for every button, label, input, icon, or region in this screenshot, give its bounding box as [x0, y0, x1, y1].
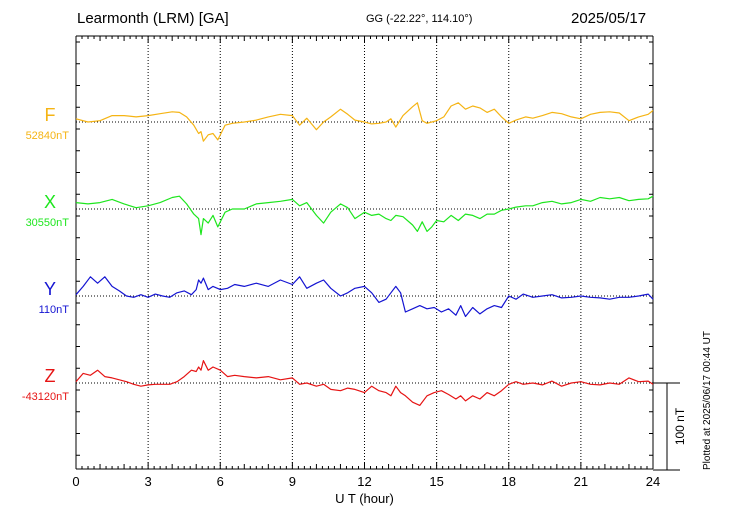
trace-X — [75, 195, 654, 236]
x-tick-label: 21 — [574, 474, 588, 489]
x-tick-label: 3 — [145, 474, 152, 489]
trace-Y — [75, 276, 654, 318]
component-Z-baseline: -43120nT — [22, 391, 69, 403]
x-tick-label: 24 — [646, 474, 660, 489]
trace-Z — [75, 360, 654, 406]
component-X-label: X — [44, 192, 56, 212]
x-tick-label: 18 — [502, 474, 516, 489]
component-F-baseline: 52840nT — [26, 130, 70, 142]
component-F-label: F — [45, 105, 56, 125]
traces — [75, 102, 654, 406]
component-labels: F 52840nT X 30550nT Y 110nT Z -43120nT — [22, 105, 69, 403]
x-axis-title: U T (hour) — [335, 491, 394, 506]
grid — [75, 35, 654, 469]
scale-bar-label: 100 nT — [673, 407, 687, 445]
x-tick-label: 9 — [289, 474, 296, 489]
component-Y-baseline: 110nT — [39, 304, 70, 316]
trace-F — [75, 102, 654, 142]
x-tick-label: 12 — [357, 474, 371, 489]
x-tick-label: 15 — [429, 474, 443, 489]
x-axis: 0 3 6 9 12 15 18 21 24 U T (hour) — [72, 36, 660, 506]
component-X-baseline: 30550nT — [26, 217, 70, 229]
component-Z-label: Z — [45, 366, 56, 386]
coordinates-label: GG (-22.22°, 114.10°) — [366, 13, 473, 25]
component-Y-label: Y — [44, 279, 56, 299]
x-tick-label: 0 — [72, 474, 79, 489]
date-label: 2025/05/17 — [571, 10, 647, 27]
x-tick-label: 6 — [217, 474, 224, 489]
station-title: Learmonth (LRM) [GA] — [77, 10, 229, 27]
scale-bar: 100 nT — [653, 382, 687, 471]
